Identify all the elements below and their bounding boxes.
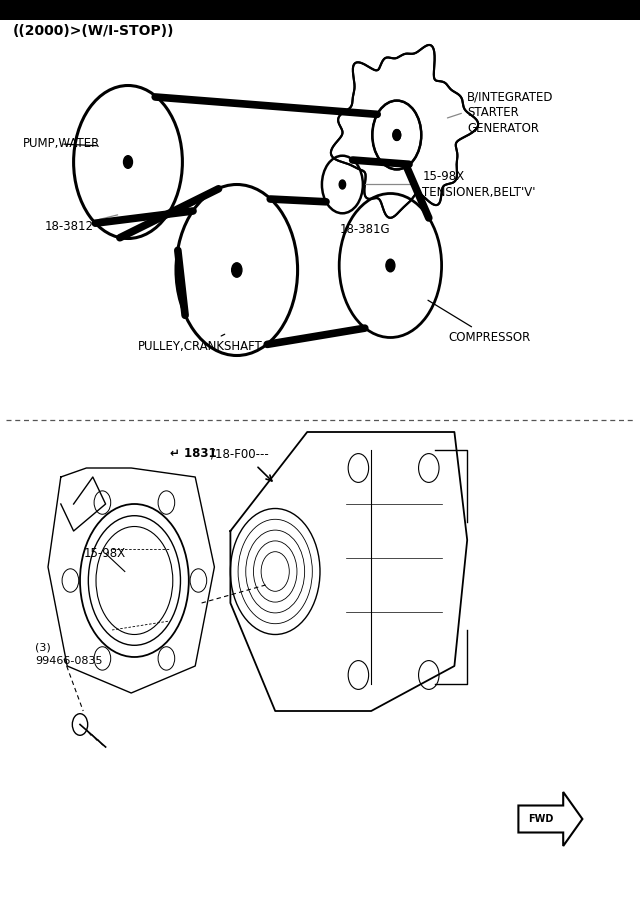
Text: ↵ 1831: ↵ 1831 bbox=[170, 447, 216, 460]
Bar bbox=[0, 0, 640, 20]
Text: B/INTEGRATED
STARTER
GENERATOR: B/INTEGRATED STARTER GENERATOR bbox=[467, 90, 554, 135]
Circle shape bbox=[393, 130, 401, 140]
Text: ((2000)>(W/I-STOP)): ((2000)>(W/I-STOP)) bbox=[13, 24, 174, 39]
Circle shape bbox=[386, 259, 395, 272]
Circle shape bbox=[124, 156, 132, 168]
Circle shape bbox=[232, 263, 242, 277]
Text: 18-3812: 18-3812 bbox=[45, 215, 118, 233]
Text: FWD: FWD bbox=[528, 814, 554, 824]
Text: PUMP,WATER: PUMP,WATER bbox=[22, 138, 100, 150]
Text: 15-98X
TENSIONER,BELT'V': 15-98X TENSIONER,BELT'V' bbox=[422, 170, 536, 199]
Text: /18-F00---: /18-F00--- bbox=[211, 447, 269, 460]
Text: 99466-0835: 99466-0835 bbox=[35, 656, 102, 667]
Text: 15-98X: 15-98X bbox=[83, 547, 125, 560]
Text: PULLEY,CRANKSHAFT: PULLEY,CRANKSHAFT bbox=[138, 334, 262, 353]
Circle shape bbox=[393, 130, 401, 140]
Text: (3): (3) bbox=[35, 643, 51, 653]
Circle shape bbox=[339, 180, 346, 189]
Text: COMPRESSOR: COMPRESSOR bbox=[428, 301, 531, 344]
Text: 18-381G: 18-381G bbox=[339, 223, 390, 236]
